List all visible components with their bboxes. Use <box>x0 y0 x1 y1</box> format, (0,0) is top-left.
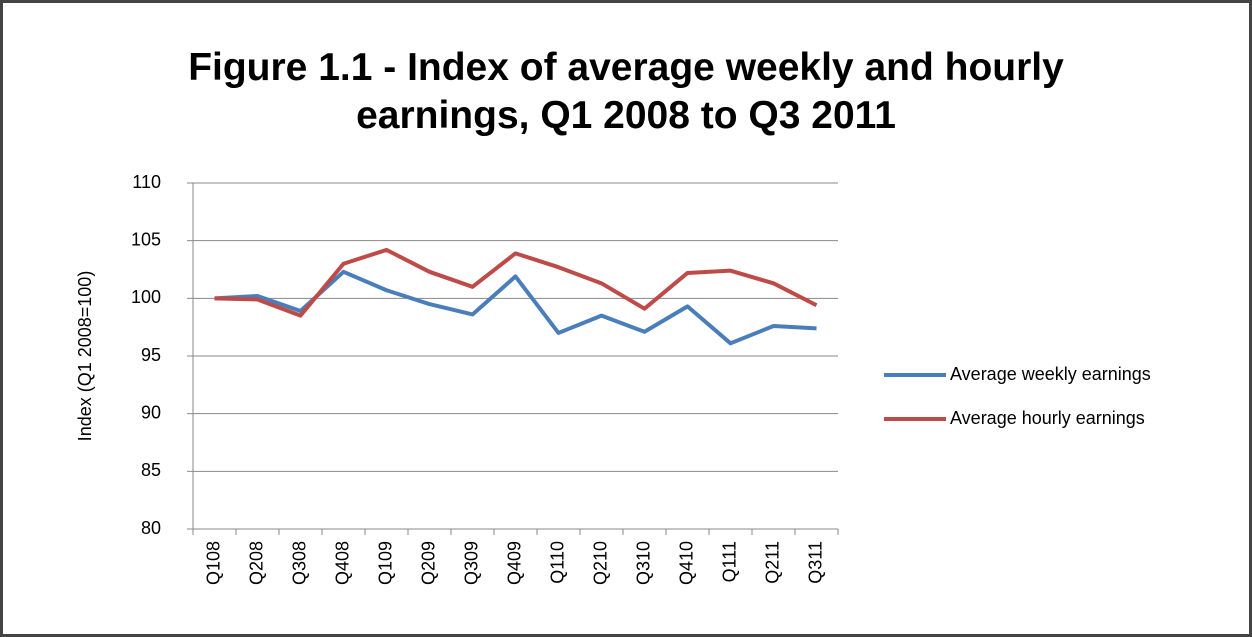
y-tick-label: 105 <box>131 229 161 249</box>
x-tick-label: Q408 <box>332 541 352 585</box>
x-tick-label: Q311 <box>805 541 825 584</box>
x-tick-label: Q210 <box>590 541 610 585</box>
x-tick-label: Q310 <box>633 541 653 585</box>
y-tick-label: 95 <box>141 345 161 365</box>
y-tick-label: 85 <box>141 460 161 480</box>
legend-label: Average hourly earnings <box>950 408 1145 428</box>
y-tick-label: 100 <box>131 287 161 307</box>
legend-label: Average weekly earnings <box>950 364 1151 384</box>
x-tick-label: Q209 <box>418 541 438 585</box>
x-tick-label: Q410 <box>676 541 696 585</box>
x-tick-label: Q409 <box>504 541 524 585</box>
y-tick-label: 90 <box>141 402 161 422</box>
x-tick-label: Q211 <box>762 541 782 584</box>
x-tick-label: Q308 <box>289 541 309 585</box>
y-tick-label: 110 <box>132 172 161 192</box>
y-tick-label: 80 <box>141 518 161 538</box>
x-tick-label: Q110 <box>547 541 567 584</box>
x-tick-label: Q111 <box>719 541 739 582</box>
series-line <box>214 247 818 318</box>
chart-title: Figure 1.1 - Index of average weekly and… <box>188 46 1064 137</box>
x-tick-label: Q108 <box>203 541 223 585</box>
x-tick-label: Q109 <box>375 541 395 585</box>
y-axis-label: Index (Q1 2008=100) <box>75 271 95 442</box>
x-tick-label: Q309 <box>461 541 481 585</box>
x-tick-label: Q208 <box>246 541 266 585</box>
